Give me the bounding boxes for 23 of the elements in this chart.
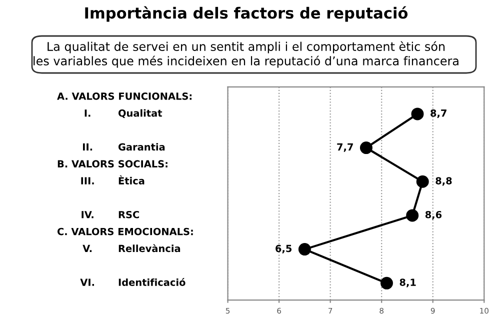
data-label: 8,1 <box>400 278 416 288</box>
text: A. VALORS FUNCIONALS: <box>57 92 192 100</box>
category-label: V. Rellevància <box>82 244 180 252</box>
data-label: 8,8 <box>436 177 452 186</box>
point <box>298 243 311 256</box>
category-label: I. Qualitat <box>84 109 162 118</box>
category-label: VI. Identificació <box>80 278 186 286</box>
point <box>406 209 419 222</box>
point <box>380 276 393 290</box>
point <box>360 142 372 154</box>
category-label: IV. RSC <box>82 210 139 218</box>
point <box>411 108 424 120</box>
point <box>416 175 429 188</box>
chart-subtitle: La qualitat de servei en un sentit ampli i el comportament ètic són les variables que més incideixen en la reputació d’una marca financera <box>34 41 458 68</box>
data-label: 7,7 <box>337 143 353 152</box>
data-label: 8,6 <box>425 210 442 220</box>
category-label: III. Ètica <box>81 175 144 184</box>
chart-title: Importància dels factors de reputació <box>85 6 408 22</box>
data-label: 6,5 <box>276 244 292 254</box>
category-label: II. Garantia <box>83 143 165 151</box>
text: C. VALORS EMOCIONALS: <box>57 228 193 236</box>
data-label: 8,7 <box>430 109 446 118</box>
text: B. VALORS SOCIALS: <box>58 160 168 168</box>
